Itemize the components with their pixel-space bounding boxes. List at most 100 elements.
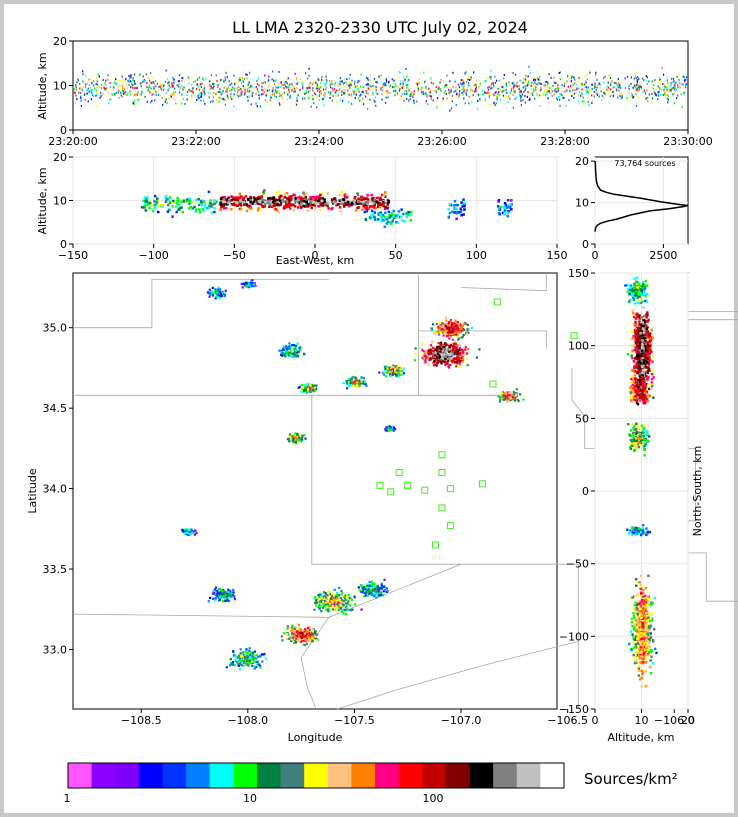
- plan-view-source: [247, 283, 251, 286]
- east-west-source: [148, 206, 151, 210]
- plan-view-source: [216, 296, 220, 299]
- plan-view-source: [298, 438, 301, 442]
- plan-view-source: [430, 349, 433, 352]
- time-height-source: [638, 87, 640, 90]
- plan-view-source: [368, 580, 371, 583]
- time-height-source: [607, 75, 610, 77]
- plan-view-source: [387, 428, 390, 432]
- plan-view-source: [315, 384, 318, 387]
- plan-view-source: [434, 363, 437, 366]
- time-height-source: [117, 91, 119, 94]
- east-west-source: [168, 200, 172, 203]
- plan-view-source: [329, 593, 332, 596]
- plan-view-source: [280, 350, 283, 353]
- east-west-source: [462, 202, 466, 205]
- east-west-source: [373, 211, 377, 214]
- plan-view-source: [360, 380, 363, 383]
- time-height-source: [289, 83, 291, 86]
- plan-view-source: [248, 657, 251, 660]
- time-height-source: [666, 94, 668, 97]
- time-height-source: [460, 79, 463, 82]
- east-west-source: [447, 208, 450, 211]
- east-west-source: [188, 200, 192, 204]
- time-height-source: [114, 77, 116, 79]
- east-west-source: [501, 211, 505, 215]
- time-height-source: [88, 78, 90, 81]
- east-west-source: [312, 196, 315, 200]
- east-west-source: [386, 203, 389, 207]
- time-height-source: [212, 83, 214, 86]
- plan-view-source: [305, 388, 308, 391]
- time-height-source: [584, 83, 586, 86]
- time-height-source: [518, 85, 520, 87]
- plan-view-source: [292, 439, 295, 442]
- plan-view-source: [439, 331, 442, 334]
- plan-view-source: [304, 437, 307, 440]
- time-height-source: [616, 86, 619, 89]
- plan-view-source: [445, 348, 448, 351]
- plan-view-source: [442, 330, 445, 333]
- plan-view-source: [448, 324, 451, 327]
- time-height-source: [167, 89, 169, 92]
- time-height-source: [598, 95, 600, 98]
- east-west-source: [233, 202, 236, 205]
- time-height-source: [527, 91, 529, 93]
- time-height-source: [234, 84, 236, 87]
- plan-view-source: [214, 288, 217, 291]
- time-height-source: [565, 104, 567, 107]
- time-height-source: [110, 98, 112, 101]
- time-height-source: [256, 83, 258, 86]
- east-west-source: [268, 205, 271, 209]
- plan-view-source: [340, 610, 344, 613]
- time-height-source: [315, 81, 317, 84]
- plan-view-source: [226, 593, 229, 596]
- plan-view-source: [464, 346, 467, 349]
- time-height-source: [217, 84, 219, 87]
- east-west-source: [227, 201, 230, 205]
- plan-view-source: [281, 348, 285, 351]
- time-height-source: [413, 93, 415, 96]
- east-west-source: [302, 204, 306, 208]
- plan-view-source: [437, 325, 440, 328]
- plan-view-source: [229, 590, 232, 593]
- plan-view-source: [209, 596, 212, 599]
- time-height-source: [321, 98, 323, 101]
- time-height-source: [613, 82, 616, 84]
- time-height-source: [136, 87, 138, 89]
- time-height-source: [292, 90, 295, 93]
- plan-view-source: [454, 357, 457, 360]
- plan-view-source: [209, 293, 212, 296]
- time-height-source: [391, 78, 393, 81]
- time-height-source: [132, 86, 134, 89]
- east-west-source: [343, 195, 347, 199]
- time-height-source: [205, 78, 207, 80]
- time-height-source: [356, 85, 358, 88]
- time-height-source: [343, 82, 345, 84]
- time-height-source: [343, 91, 345, 94]
- time-height-source: [419, 72, 421, 75]
- time-height-source: [151, 82, 153, 85]
- time-height-source: [236, 87, 239, 90]
- plan-view-source: [291, 626, 294, 629]
- plan-view-source: [440, 358, 443, 361]
- time-height-source: [430, 81, 433, 84]
- source-count-label: 73,764 sources: [614, 159, 675, 168]
- plan-view-source: [456, 350, 459, 353]
- time-height-source: [330, 86, 332, 89]
- plan-view-source: [399, 371, 402, 374]
- plan-view-source: [282, 346, 285, 349]
- plan-view-source: [284, 346, 287, 349]
- plan-view-source: [291, 350, 294, 353]
- time-height-source: [520, 95, 522, 98]
- time-height-source: [375, 90, 377, 93]
- east-west-source: [394, 214, 398, 217]
- plan-view-source: [302, 643, 305, 646]
- plan-view-source: [456, 354, 459, 357]
- time-height-source: [457, 83, 459, 86]
- plan-view-source: [455, 361, 458, 364]
- plan-view-source: [311, 633, 314, 636]
- east-west-source: [387, 210, 391, 214]
- plan-view-source: [246, 283, 249, 286]
- east-west-source: [379, 213, 382, 216]
- east-west-source: [239, 207, 243, 211]
